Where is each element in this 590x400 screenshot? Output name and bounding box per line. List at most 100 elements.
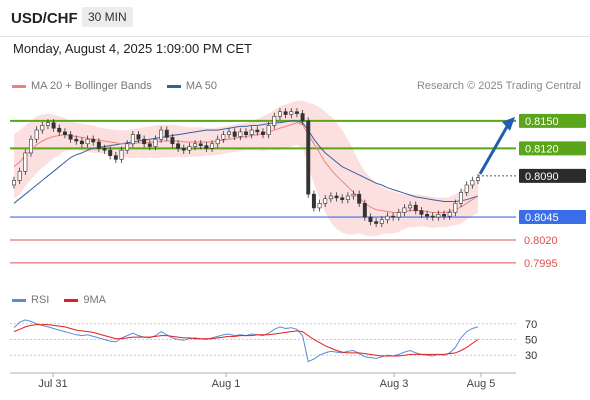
candle-up [436, 214, 441, 218]
current-price-tag [519, 168, 586, 183]
resistance-tag [519, 141, 586, 156]
resistance-label: 0.8120 [525, 143, 559, 155]
ma20-label: MA 20 + Bollinger Bands [31, 80, 152, 92]
x-tick-label: Aug 5 [467, 378, 496, 390]
rsi-ma9-line [13, 324, 479, 357]
candle-up [453, 203, 458, 213]
candle-down [91, 138, 96, 143]
candle-up [289, 111, 294, 115]
candle-down [419, 210, 424, 215]
chart-datetime: Monday, August 4, 2025 1:09:00 PM CET [13, 41, 252, 56]
x-tick-label: Aug 3 [380, 378, 409, 390]
candle-up [215, 138, 220, 145]
candle-up [187, 146, 192, 151]
candle-down [142, 138, 147, 145]
legend-ma9-item: 9MA [64, 294, 106, 306]
candle-down [362, 203, 367, 218]
rsi-level-label: 30 [525, 350, 537, 362]
candle-down [108, 149, 113, 156]
pivot-tag [519, 210, 586, 225]
candle-up [447, 212, 452, 217]
candle-up [34, 129, 39, 140]
candle-down [57, 127, 62, 133]
candle-down [68, 134, 73, 140]
rsi-swatch [12, 298, 26, 302]
candle-up [193, 143, 198, 147]
candle-down [176, 143, 181, 149]
x-tick-label: Aug 1 [212, 378, 241, 390]
candle-down [244, 131, 248, 135]
support-label: 0.8020 [524, 235, 558, 247]
resistance-label: 0.8150 [525, 116, 559, 128]
candle-down [255, 129, 260, 133]
timeframe-badge[interactable]: 30 MIN [82, 7, 133, 27]
candle-down [413, 204, 418, 211]
ma9-swatch [64, 298, 79, 302]
candle-down [334, 195, 339, 199]
candle-up [238, 131, 243, 137]
candle-down [181, 148, 186, 151]
candle-up [85, 138, 90, 145]
candle-down [340, 197, 345, 200]
candle-down [430, 215, 435, 218]
candle-down [425, 214, 430, 217]
candle-up [385, 215, 390, 221]
candle-up [17, 170, 22, 181]
candle-down [74, 138, 79, 142]
candle-down [294, 111, 299, 114]
legend-ma20: MA 20 + Bollinger Bands [12, 80, 152, 92]
forecast-arrow-head [502, 116, 515, 131]
candle-down [62, 131, 67, 135]
candle-up [130, 134, 135, 145]
candle-up [249, 129, 254, 135]
candle-up [159, 129, 164, 140]
candle-up [328, 195, 333, 200]
candle-up [459, 192, 464, 204]
candle-down [391, 215, 396, 218]
candle-down [164, 129, 169, 138]
ma9-label: 9MA [83, 294, 107, 306]
candle-up [396, 212, 401, 218]
candle-up [277, 111, 282, 117]
chart-header: USD/CHF 30 MIN [0, 0, 590, 37]
ma50-line [13, 120, 479, 204]
candle-up [464, 184, 469, 193]
candle-up [210, 143, 215, 149]
candle-up [40, 125, 45, 131]
candle-up [272, 116, 277, 126]
candle-up [119, 149, 124, 160]
candle-down [357, 193, 362, 204]
candle-up [227, 131, 232, 135]
bollinger-band [14, 100, 478, 237]
candle-down [283, 111, 288, 115]
candle-down [170, 137, 175, 145]
rsi-legend: RSI 9MA [12, 294, 118, 306]
candle-up [323, 198, 328, 204]
candle-down [374, 221, 379, 224]
candle-up [379, 219, 384, 224]
legend-rsi-item: RSI [12, 294, 49, 306]
symbol-title: USD/CHF [11, 10, 78, 27]
candle-up [12, 180, 16, 186]
support-label: 0.7995 [524, 258, 558, 270]
candle-down [368, 216, 373, 222]
pivot-label: 0.8045 [525, 212, 559, 224]
candle-down [232, 131, 237, 137]
candle-down [311, 193, 316, 209]
candle-down [113, 155, 118, 160]
candle-down [198, 143, 203, 146]
candle-up [28, 138, 33, 154]
rsi-label: RSI [31, 294, 50, 306]
candle-up [266, 125, 271, 135]
candle-down [260, 131, 265, 135]
candle-down [300, 113, 305, 122]
current-price-label: 0.8090 [525, 171, 559, 183]
candle-up [345, 195, 350, 200]
candle-up [221, 134, 226, 140]
candle-down [306, 120, 311, 195]
candle-up [153, 138, 158, 147]
candle-up [23, 152, 28, 172]
candle-down [96, 141, 101, 149]
ma20-swatch [12, 84, 26, 88]
